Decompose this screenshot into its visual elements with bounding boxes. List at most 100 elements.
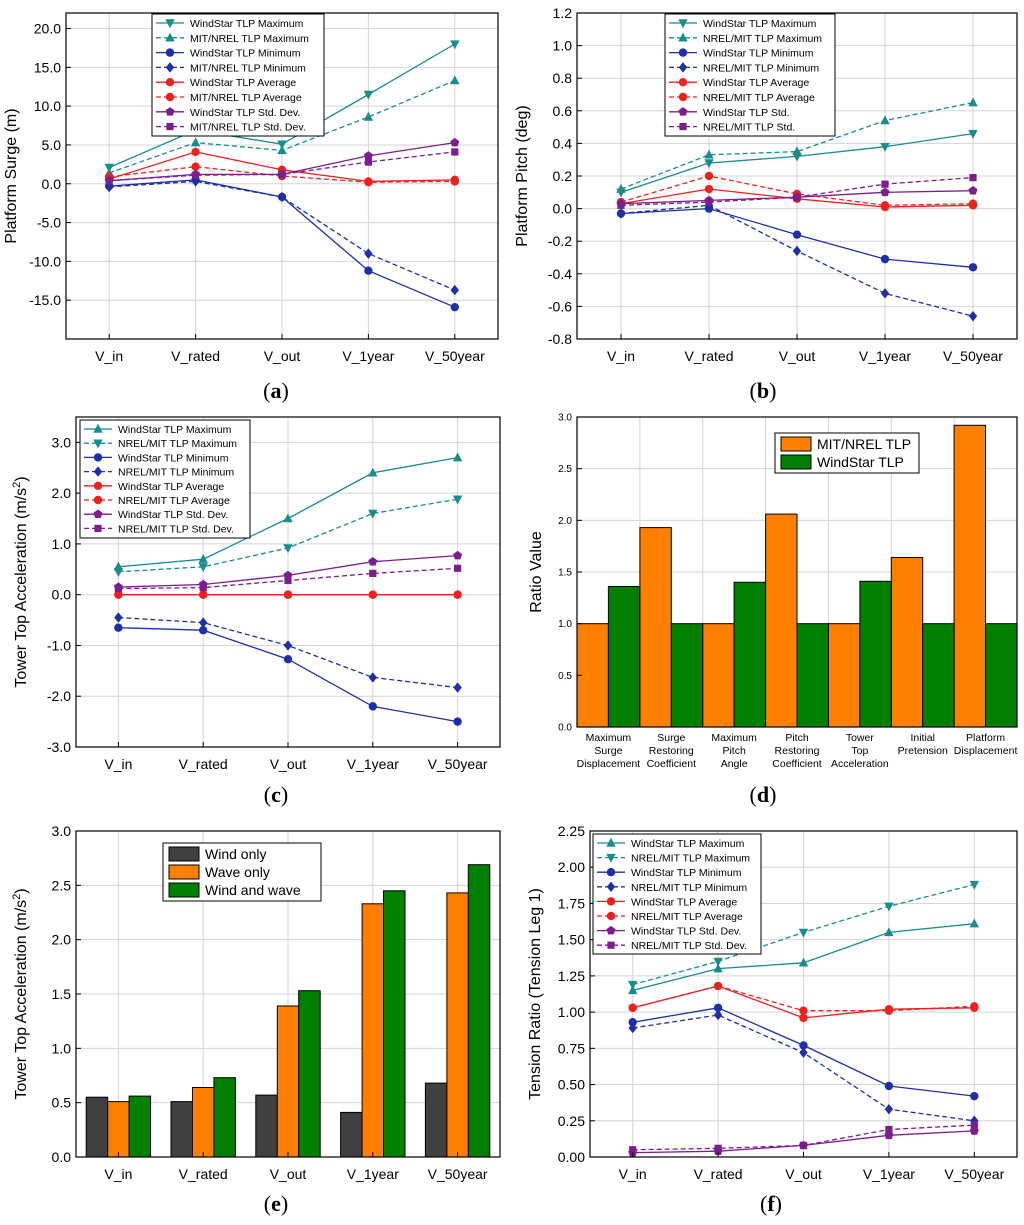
panel-label: (b) bbox=[750, 378, 777, 403]
legend-label: NREL/MIT TLP Maximum bbox=[703, 33, 822, 45]
data-point bbox=[113, 568, 124, 578]
data-point bbox=[793, 193, 801, 201]
legend-item: WindStar TLP Average bbox=[597, 896, 737, 908]
data-point bbox=[970, 1115, 979, 1126]
y-axis-label: Platform Surge (m) bbox=[3, 108, 20, 243]
y-axis-label-main: Platform Pitch (deg) bbox=[514, 105, 531, 246]
y-axis-label-sup: 2 bbox=[11, 894, 23, 900]
legend-label: NREL/MIT TLP Minimum bbox=[631, 882, 747, 894]
legend: WindStar TLP Maximum MIT/NREL TLP Maximum… bbox=[151, 13, 325, 137]
bar bbox=[298, 990, 321, 1158]
legend-marker bbox=[678, 92, 688, 102]
series-line bbox=[620, 175, 974, 206]
y-axis-label-main: Tension Ratio (Tension Leg 1) bbox=[527, 888, 544, 1100]
x-tick-label: V_rated bbox=[684, 348, 733, 364]
legend-label: NREL/MIT TLP Average bbox=[118, 495, 230, 507]
data-point bbox=[969, 174, 977, 182]
data-point bbox=[364, 178, 373, 187]
panel-label-open: ( bbox=[264, 1191, 271, 1216]
y-tick-label: 0.2 bbox=[553, 168, 573, 184]
legend-label: WindStar TLP Minimum bbox=[118, 452, 229, 464]
x-tick-label: Coefficient bbox=[772, 758, 822, 770]
legend-item: WindStar TLP Minimum bbox=[156, 48, 301, 60]
bar bbox=[361, 903, 385, 1158]
data-point bbox=[114, 585, 122, 593]
legend-marker bbox=[165, 92, 175, 102]
x-tick-label: V_50year bbox=[428, 1166, 488, 1182]
legend-label: MIT/NREL TLP Std. Dev. bbox=[190, 122, 306, 134]
y-tick-label: -1.0 bbox=[47, 637, 71, 653]
data-point bbox=[970, 1091, 979, 1101]
series-7 bbox=[617, 174, 977, 209]
legend-label: WindStar TLP Std. Dev. bbox=[118, 509, 228, 521]
data-point bbox=[616, 208, 626, 219]
data-point bbox=[704, 159, 714, 169]
legend-label: WindStar TLP Std. Dev. bbox=[631, 926, 741, 938]
data-point bbox=[450, 75, 460, 85]
legend-marker bbox=[678, 107, 688, 116]
data-point bbox=[792, 146, 802, 156]
data-point bbox=[452, 452, 463, 462]
data-point bbox=[968, 97, 978, 107]
x-tick-label: Maximum bbox=[586, 732, 632, 744]
data-point bbox=[705, 198, 713, 206]
legend-item: NREL/MIT TLP Maximum bbox=[597, 853, 750, 865]
legend-marker bbox=[93, 466, 103, 477]
data-point bbox=[968, 199, 978, 208]
legend-label: NREL/MIT TLP Average bbox=[703, 92, 815, 104]
legend-label: WindStar TLP Minimum bbox=[703, 48, 814, 60]
data-point bbox=[798, 957, 809, 967]
legend-label: NREL/MIT TLP Std. bbox=[703, 122, 795, 134]
data-point bbox=[114, 590, 123, 599]
x-tick-label: V_1year bbox=[342, 348, 394, 364]
legend-marker bbox=[606, 853, 616, 863]
data-point bbox=[704, 171, 714, 181]
data-point bbox=[799, 1047, 808, 1058]
y-tick-label: 1.0 bbox=[553, 38, 573, 54]
x-tick-label: V_out bbox=[264, 348, 301, 364]
data-point bbox=[968, 263, 978, 272]
series-7 bbox=[629, 1121, 978, 1154]
legend-label: NREL/MIT TLP Std. Dev. bbox=[118, 523, 234, 535]
panel-label-letter: f bbox=[767, 1191, 775, 1216]
data-point bbox=[884, 1081, 894, 1091]
panel-label-letter: a bbox=[271, 378, 282, 403]
x-tick-label: Displacement bbox=[954, 745, 1018, 757]
panel-label-close: ) bbox=[775, 1191, 782, 1216]
y-axis-label: Platform Pitch (deg) bbox=[514, 105, 531, 246]
data-point bbox=[284, 576, 292, 585]
panel-label-letter: e bbox=[271, 1191, 281, 1216]
data-point bbox=[798, 928, 809, 938]
series-0 bbox=[113, 452, 463, 571]
x-tick-label: V_1year bbox=[859, 348, 911, 364]
data-point bbox=[880, 254, 890, 264]
data-point bbox=[884, 1006, 894, 1015]
y-tick-label: -2.0 bbox=[47, 688, 71, 704]
legend-item: NREL/MIT TLP Minimum bbox=[84, 466, 234, 479]
legend-marker bbox=[678, 32, 688, 42]
legend-item: WindStar TLP Std. Dev. bbox=[84, 509, 228, 521]
series-2 bbox=[114, 623, 462, 726]
chart-d: 0.00.51.01.52.02.53.0MaximumSurgeDisplac… bbox=[528, 413, 1018, 807]
data-point bbox=[968, 310, 978, 322]
legend-label: WindStar TLP Average bbox=[703, 77, 809, 89]
x-tick-label: V_rated bbox=[179, 756, 228, 772]
bar bbox=[192, 1087, 215, 1158]
data-point bbox=[368, 467, 378, 477]
y-tick-label: -0.4 bbox=[548, 266, 572, 282]
data-point bbox=[884, 1103, 894, 1115]
data-point bbox=[628, 1018, 637, 1027]
data-point bbox=[368, 672, 377, 683]
data-point bbox=[969, 880, 979, 890]
x-tick-label: V_50year bbox=[943, 348, 1003, 364]
y-axis-label-end: ) bbox=[13, 476, 30, 481]
y-tick-label: -3.0 bbox=[47, 739, 71, 755]
x-tick-label: Pitch bbox=[722, 745, 746, 757]
bar bbox=[765, 513, 798, 728]
series-0 bbox=[576, 424, 986, 728]
y-tick-label: 1.5 bbox=[52, 986, 72, 1002]
chart-c: -3.0 -2.0 -1.0 0.0 1.0 2.0 3.0 V_in V_rated V_out… bbox=[11, 416, 501, 807]
y-axis-label-main: Platform Surge (m) bbox=[3, 108, 20, 243]
bar bbox=[639, 527, 672, 728]
y-tick-label: 1.0 bbox=[558, 619, 572, 630]
